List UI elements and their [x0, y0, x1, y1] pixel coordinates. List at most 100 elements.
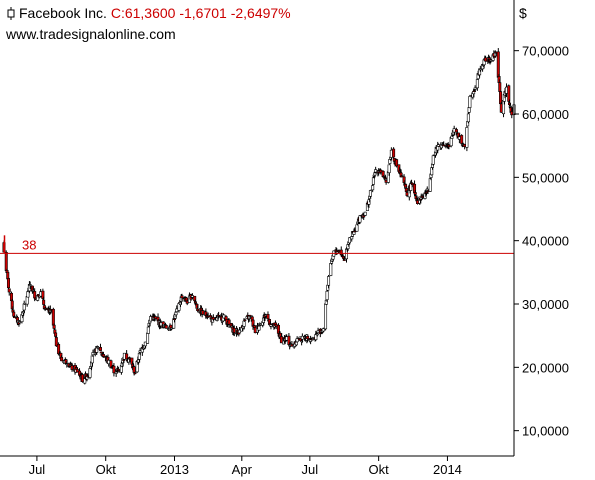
candle-body — [146, 326, 150, 334]
candle — [196, 305, 200, 313]
candle-body — [355, 224, 359, 232]
candle-body — [137, 352, 141, 360]
candle — [358, 214, 362, 225]
candle-body — [404, 184, 408, 188]
candle — [478, 65, 482, 72]
candle — [125, 350, 129, 360]
candle-body — [324, 299, 328, 305]
candle — [243, 319, 247, 322]
level-line-group: 38 — [0, 235, 514, 254]
candle-body — [329, 263, 333, 276]
candle-body — [363, 211, 367, 216]
candle-body — [169, 324, 173, 329]
candle — [460, 134, 464, 145]
candle-body — [266, 314, 270, 320]
candle — [7, 288, 11, 296]
candle-body — [387, 164, 391, 173]
candle — [315, 333, 319, 337]
x-tick-label: Okt — [96, 462, 117, 477]
candle — [28, 281, 32, 289]
candle-body — [450, 135, 454, 139]
candle-body — [12, 316, 16, 319]
candle-body — [475, 79, 479, 89]
candle-body — [180, 295, 184, 299]
candle-body — [507, 85, 511, 102]
candlestick-series — [2, 48, 516, 385]
candle-body — [60, 357, 64, 362]
candle-body — [404, 187, 408, 192]
candle — [402, 174, 406, 185]
candle-body — [98, 347, 102, 351]
candle — [371, 176, 375, 185]
chart-header: Facebook Inc. C:61,3600 -1,6701 -2,6497% — [6, 5, 291, 21]
candle-body — [7, 288, 11, 293]
candle — [395, 158, 399, 168]
candle-body — [454, 129, 458, 133]
candle-body — [478, 68, 482, 71]
candle-body — [146, 332, 150, 344]
candle — [248, 314, 252, 319]
candle-body — [342, 259, 346, 261]
candle-body — [42, 299, 46, 305]
candle-body — [227, 319, 231, 325]
candle-body — [12, 311, 16, 317]
candle-body — [143, 341, 147, 347]
candle-body — [496, 51, 500, 78]
candle-body — [51, 308, 55, 326]
candle — [306, 335, 310, 343]
candle — [327, 274, 331, 289]
candle-body — [242, 320, 246, 327]
y-tick-label: 50,0000 — [522, 170, 569, 185]
candle-body — [465, 127, 469, 148]
candle-body — [428, 178, 432, 192]
candle-body — [112, 365, 116, 374]
x-tick-label: Apr — [232, 462, 253, 477]
candle-body — [248, 314, 252, 317]
candle-body — [172, 318, 176, 321]
candle-body — [371, 177, 375, 185]
candle — [146, 332, 150, 344]
x-tick-label: 2014 — [433, 462, 462, 477]
candle — [428, 176, 432, 192]
candle — [10, 298, 14, 312]
candle — [507, 84, 511, 103]
candle — [404, 183, 408, 188]
candle-body — [25, 296, 29, 305]
x-tick-label: Jul — [29, 462, 46, 477]
candle — [54, 335, 58, 347]
candle — [473, 85, 477, 92]
level-label: 38 — [22, 237, 36, 252]
y-tick-label: 70,0000 — [522, 44, 569, 59]
candle-body — [431, 155, 435, 165]
candle-body — [253, 325, 257, 328]
candle-body — [99, 351, 103, 354]
candle-body — [373, 172, 377, 176]
candle-body — [473, 87, 477, 90]
candle-body — [347, 237, 351, 244]
candle-body — [133, 372, 137, 375]
candle — [164, 324, 168, 329]
candle-body — [90, 355, 94, 364]
candle — [324, 301, 328, 331]
candle-body — [6, 278, 10, 289]
candle-body — [132, 366, 136, 373]
candle — [465, 126, 469, 152]
candle-body — [54, 337, 58, 347]
candle — [404, 186, 408, 193]
candle-body — [10, 300, 14, 310]
candle — [387, 164, 391, 176]
candle — [60, 355, 64, 362]
candle-body — [413, 192, 417, 195]
candle — [12, 315, 16, 319]
candle-body — [368, 190, 372, 197]
candle-body — [174, 311, 178, 316]
candle — [325, 289, 329, 303]
candle — [18, 320, 22, 325]
candle — [321, 327, 325, 333]
candle-body — [18, 321, 22, 324]
y-tick-label: 10,0000 — [522, 424, 569, 439]
candle — [137, 352, 141, 363]
candle-body — [466, 113, 470, 123]
x-tick-label: Jul — [302, 462, 319, 477]
candle-body — [114, 371, 118, 374]
